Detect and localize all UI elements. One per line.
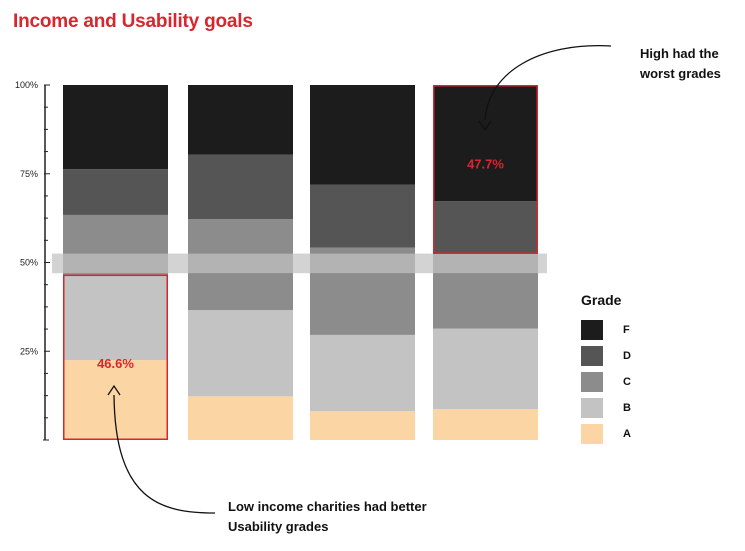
bar-4-segment-d	[433, 201, 538, 254]
y-tick-label: 25%	[20, 346, 38, 356]
bar-3-segment-d	[310, 184, 415, 248]
legend-item-a: A	[581, 421, 631, 447]
arrowhead-high	[478, 120, 492, 132]
highlight-box-2	[433, 85, 538, 254]
bar-2-segment-b	[188, 310, 293, 397]
legend-swatch	[581, 398, 603, 418]
y-tick-label: 50%	[20, 258, 38, 268]
bar-2-segment-f	[188, 85, 293, 155]
annotation-high: High had the worst grades	[640, 46, 721, 81]
legend-swatch	[581, 320, 603, 340]
legend-item-b: B	[581, 395, 631, 421]
legend-swatch	[581, 346, 603, 366]
legend-item-f: F	[581, 317, 631, 343]
bar-2	[188, 85, 293, 440]
arrow-low	[113, 394, 216, 514]
legend-label: D	[623, 350, 631, 362]
legend-label: F	[623, 324, 630, 336]
bar-4	[433, 85, 538, 440]
bar-3-segment-a	[310, 411, 415, 440]
bar-1-segment-b	[63, 274, 168, 361]
bar-1-segment-d	[63, 169, 168, 215]
chart-title: Income and Usability goals	[13, 11, 253, 32]
y-tick-label: 75%	[20, 169, 38, 179]
bar-1-segment-f	[63, 85, 168, 170]
bar-2-segment-d	[188, 154, 293, 220]
legend-label: A	[623, 428, 631, 440]
arrow-high	[484, 45, 612, 121]
legend-label: B	[623, 402, 631, 414]
legend-title: Grade	[581, 292, 622, 308]
legend-item-d: D	[581, 343, 631, 369]
legend-label: C	[623, 376, 631, 388]
bar-4-segment-f	[433, 85, 538, 202]
bar-3-segment-f	[310, 85, 415, 185]
bar-3-segment-b	[310, 334, 415, 412]
annotation-low: Low income charities had better Usabilit…	[228, 499, 427, 534]
legend-swatch	[581, 372, 603, 392]
bar-4-segment-b	[433, 328, 538, 410]
bar-4-segment-a	[433, 409, 538, 440]
legend-item-c: C	[581, 369, 631, 395]
bar-2-segment-a	[188, 396, 293, 440]
highlight-label-1: 46.6%	[97, 356, 134, 371]
y-tick-label: 100%	[15, 80, 38, 90]
arrowhead-low	[107, 384, 121, 396]
highlight-box-1	[63, 274, 168, 440]
legend: Grade F D C B A	[581, 292, 631, 447]
highlight-label-2: 47.7%	[467, 156, 504, 171]
bar-3	[310, 85, 415, 440]
legend-swatch	[581, 424, 603, 444]
reference-band-overlay	[52, 253, 547, 274]
